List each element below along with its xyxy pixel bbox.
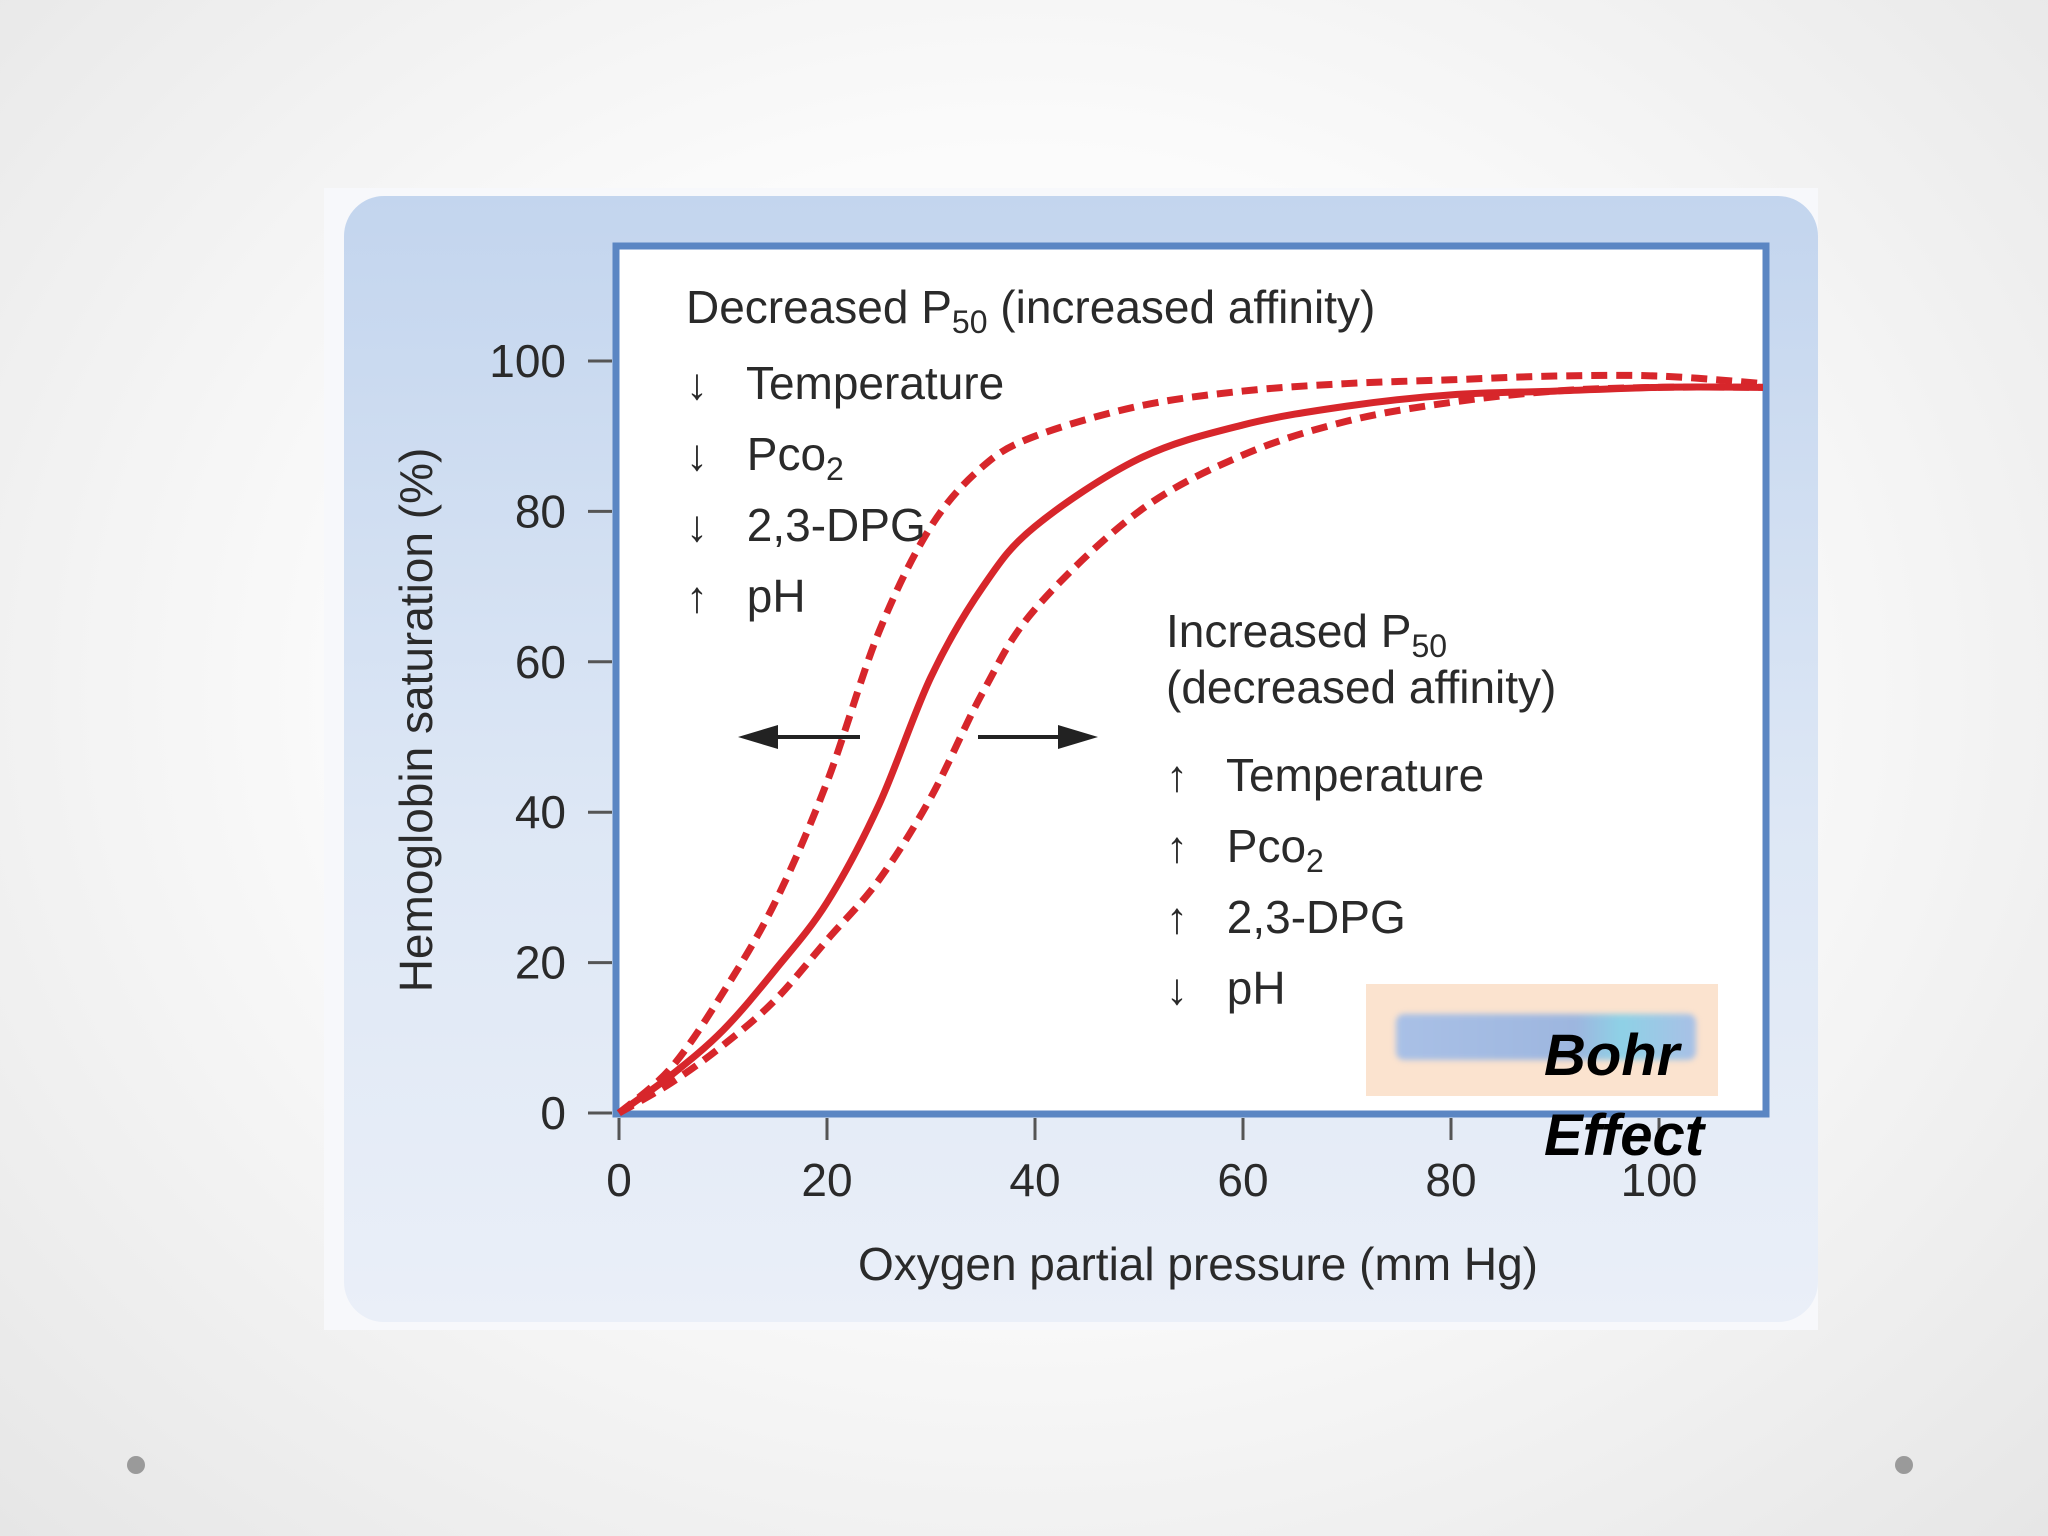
annotation-item: ↓ 2,3-DPG [686, 502, 926, 549]
annotation-item: ↑ Temperature [1166, 752, 1484, 799]
right-annotation-title-line2: (decreased affinity) [1166, 661, 1557, 713]
annotation-text: 2,3-DPG [734, 499, 926, 551]
y-tick-label: 0 [540, 1087, 566, 1139]
dashed-curve-0 [616, 371, 1764, 1116]
slide-bullet-left [127, 1456, 145, 1474]
annotation-text: 2,3-DPG [1214, 891, 1406, 943]
annotation-item: ↓ Pco2 [686, 431, 844, 485]
x-tick-label: 0 [606, 1154, 632, 1206]
x-tick-label: 80 [1425, 1154, 1476, 1206]
left-title-subscript: 50 [951, 304, 988, 341]
y-tick-label: 40 [515, 786, 566, 838]
annotation-item: ↑ 2,3-DPG [1166, 894, 1406, 941]
left-annotation-title: Decreased P50 (increased affinity) [686, 284, 1375, 338]
annotation-item: ↓ Temperature [686, 360, 1004, 407]
shift-arrows [738, 725, 1098, 749]
annotation-text: Temperature [1214, 749, 1485, 801]
annotation-item: ↓ pH [1166, 965, 1286, 1012]
arrow-down-icon: ↓ [1166, 965, 1188, 1014]
x-tick-label: 100 [1621, 1154, 1698, 1206]
x-axis-label: Oxygen partial pressure (mm Hg) [858, 1238, 1538, 1290]
y-axis-label: Hemoglobin saturation (%) [390, 448, 442, 993]
bohr-badge [1366, 984, 1718, 1096]
annotation-text: Temperature [734, 357, 1005, 409]
annotation-subscript: 2 [1306, 843, 1324, 880]
right-title-text: Increased P [1166, 605, 1412, 657]
right-title-subscript: 50 [1411, 628, 1448, 665]
left-title-text: Decreased P [686, 281, 952, 333]
annotation-text: pH [734, 570, 806, 622]
annotation-text: Pco [1214, 820, 1307, 872]
arrow-down-icon: ↓ [686, 502, 708, 551]
bohr-label-line2: Effect [1544, 1103, 1705, 1168]
blurred-label [1396, 1014, 1696, 1060]
annotation-item: ↑ Pco2 [1166, 823, 1324, 877]
bohr-label-line1: Bohr [1544, 1023, 1680, 1088]
annotation-text: Pco [734, 428, 827, 480]
bohr-effect-label: Bohr Effect [1544, 1016, 1704, 1176]
axes: 0 20 40 60 80 100 0 20 40 60 80 100 [489, 335, 1697, 1206]
dashed-curve-2 [617, 383, 1764, 1117]
annotation-subscript: 2 [826, 451, 844, 488]
left-shift-arrowhead [738, 725, 778, 749]
annotation-text: pH [1214, 962, 1286, 1014]
right-annotation-title: Increased P50 [1166, 608, 1447, 662]
y-tick-label: 80 [515, 485, 566, 537]
annotation-item: ↑ pH [686, 573, 806, 620]
y-tick-label: 60 [515, 636, 566, 688]
y-tick-label: 20 [515, 937, 566, 989]
y-tick-label: 100 [489, 335, 566, 387]
x-tick-label: 60 [1217, 1154, 1268, 1206]
arrow-up-icon: ↑ [1166, 894, 1188, 943]
x-tick-label: 40 [1009, 1154, 1060, 1206]
slide-bullet-right [1895, 1456, 1913, 1474]
arrow-up-icon: ↑ [1166, 752, 1188, 801]
curves [616, 371, 1764, 1117]
arrow-up-icon: ↑ [1166, 823, 1188, 872]
right-shift-arrowhead [1058, 725, 1098, 749]
left-title-rest: (increased affinity) [987, 281, 1376, 333]
arrow-down-icon: ↓ [686, 360, 708, 409]
arrow-up-icon: ↑ [686, 573, 708, 622]
x-tick-label: 20 [801, 1154, 852, 1206]
arrow-down-icon: ↓ [686, 431, 708, 480]
